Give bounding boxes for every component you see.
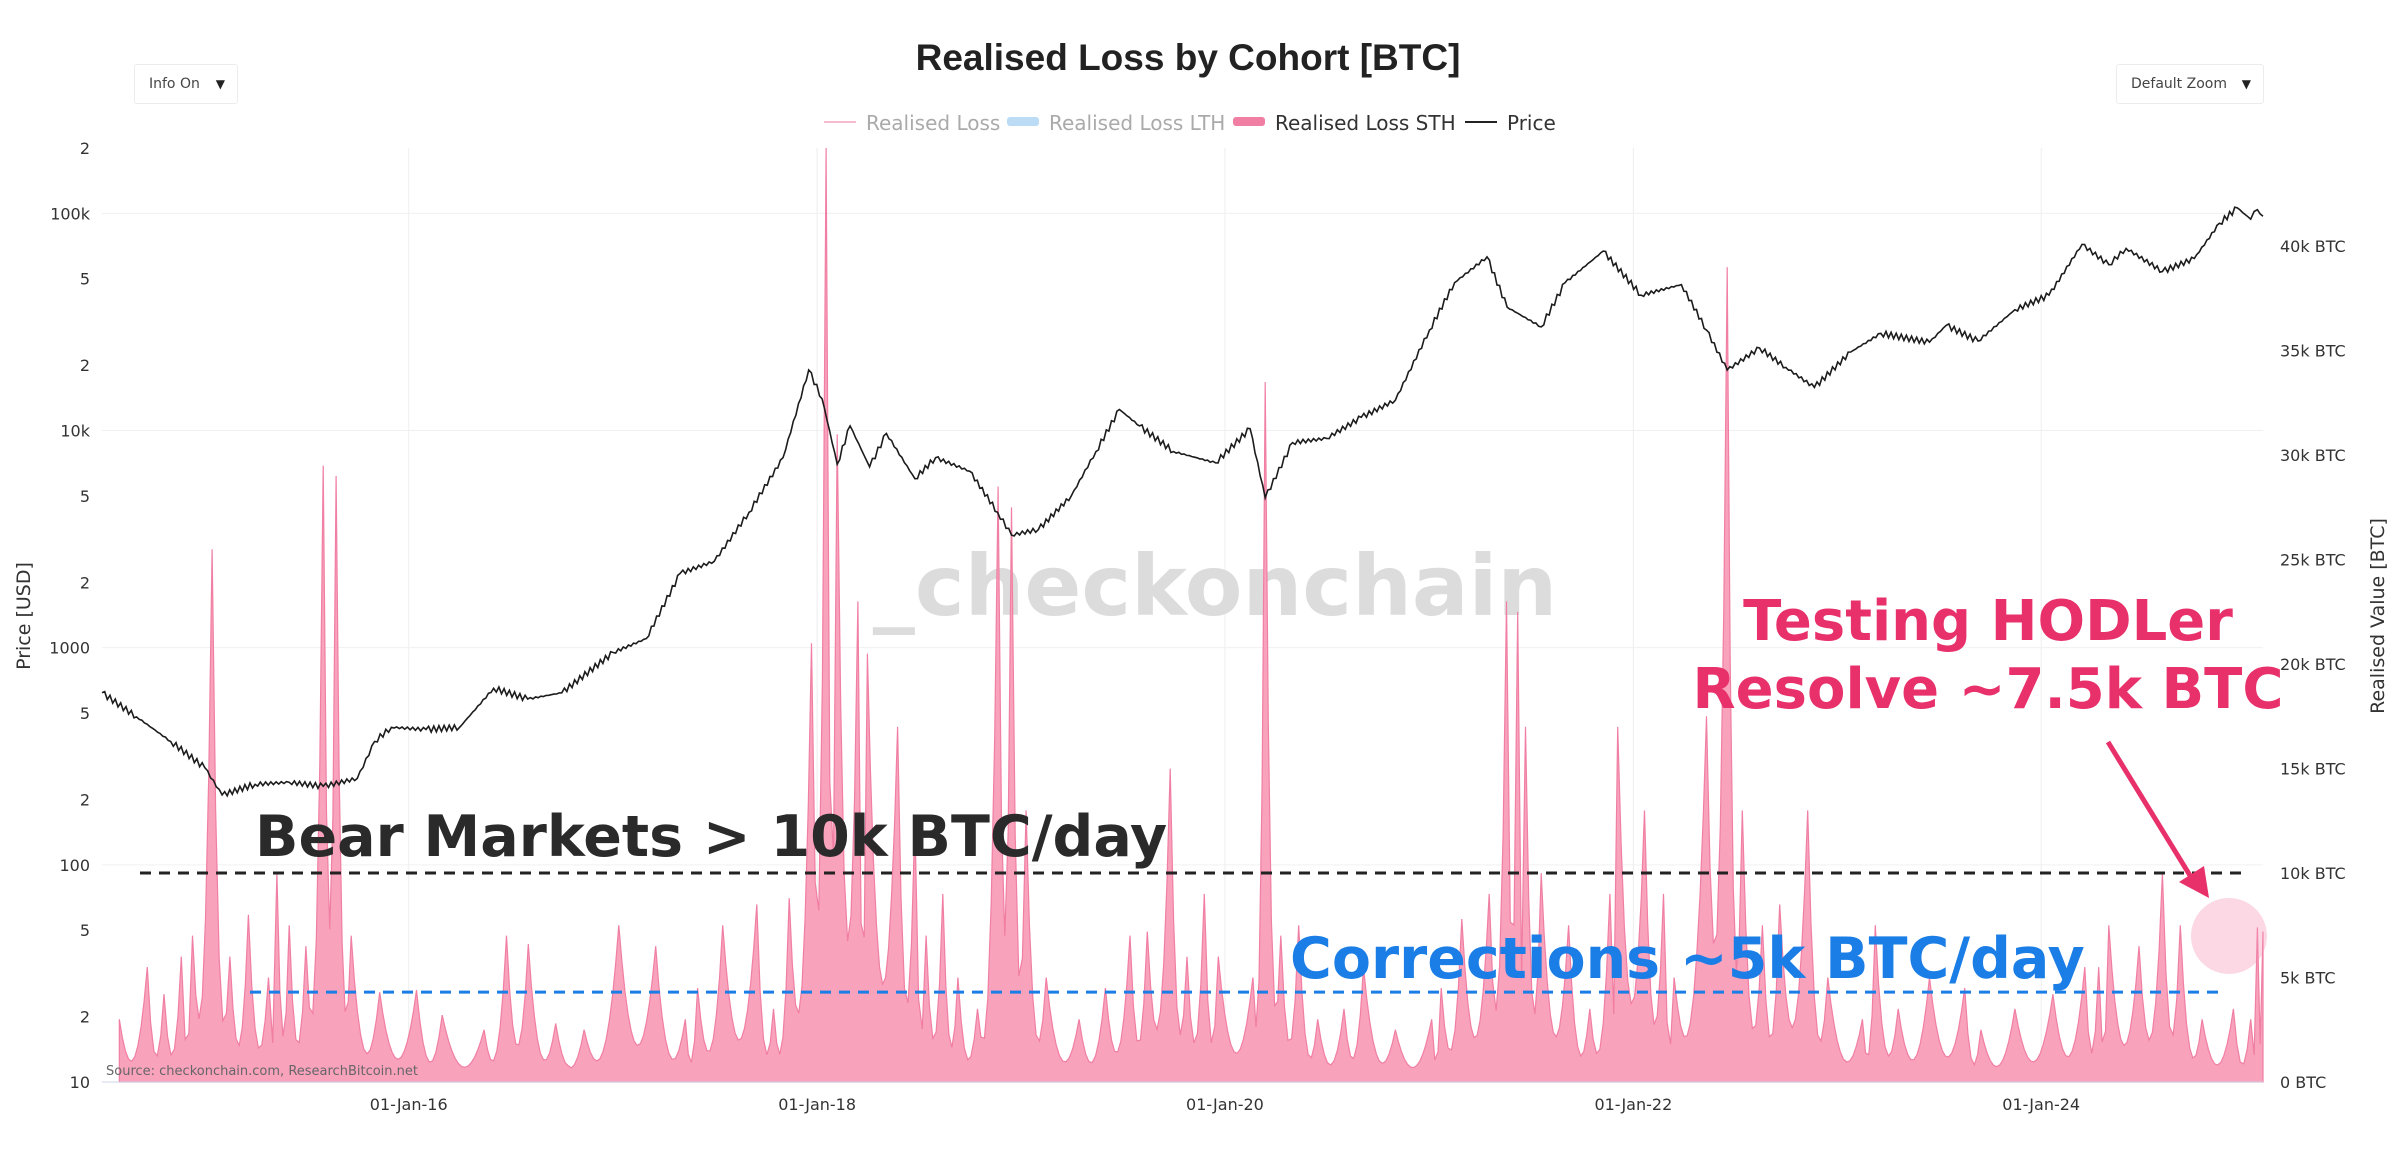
x-tick-label: 01-Jan-16 [370,1095,448,1114]
y-left-tick-label: 5 [80,487,90,506]
highlight-marker [2191,898,2267,974]
sth-loss-series [118,147,2264,1083]
y-right-tick-label: 20k BTC [2280,655,2346,674]
reference-lines [140,871,2245,994]
annotation-arrow-head [2179,866,2209,898]
info-toggle-label: Info On [149,76,200,92]
y-right-tick-label: 40k BTC [2280,237,2346,256]
zoom-label: Default Zoom [2131,76,2227,92]
watermark: _checkonchain [873,537,1557,635]
x-tick-label: 01-Jan-20 [1186,1095,1264,1114]
x-tick-label: 01-Jan-18 [778,1095,856,1114]
y-right-tick-label: 30k BTC [2280,446,2346,465]
annotation-arrow-shaft [2105,740,2197,884]
chart-title: Realised Loss by Cohort [BTC] [916,37,1461,78]
chevron-down-icon: ▼ [2241,77,2251,91]
resolve-annotation: Resolve ~7.5k BTC [1693,657,2284,722]
bear-markets-annotation: Bear Markets > 10k BTC/day [255,804,1167,870]
x-tick-label: 01-Jan-22 [1594,1095,1672,1114]
y-left-tick-label: 2 [80,356,90,375]
y-left-tick-label: 2 [80,1008,90,1027]
y-right-tick-label: 10k BTC [2280,864,2346,883]
y-left-tick-label: 5 [80,921,90,940]
source-note: Source: checkonchain.com, ResearchBitcoi… [106,1064,418,1079]
corrections-annotation: Corrections ~5k BTC/day [1290,926,2085,992]
y-right-tick-label: 5k BTC [2280,969,2336,988]
y-left-tick-label: 10k [60,422,90,441]
y-right-axis-title: Realised Value [BTC] [2367,518,2389,714]
y-right-tick-label: 35k BTC [2280,342,2346,361]
y-right-tick-label: 15k BTC [2280,760,2346,779]
y-left-axis-title: Price [USD] [13,562,35,670]
y-right-tick-label: 0 BTC [2280,1073,2326,1092]
legend-label: Realised Loss LTH [1049,111,1225,135]
legend-swatch [1233,117,1265,126]
price-line [101,206,2264,798]
y-left-tick-label: 5 [80,704,90,723]
y-left-tick-label: 2 [80,139,90,158]
y-right-tick-label: 25k BTC [2280,551,2346,570]
testing-hodler-annotation: Testing HODLer [1743,589,2233,654]
y-left-tick-label: 1000 [49,639,90,658]
y-left-tick-label: 2 [80,790,90,809]
chevron-down-icon: ▼ [215,77,225,91]
axes: 01-Jan-16 01-Jan-18 01-Jan-20 01-Jan-22 01-J… [49,139,2345,1114]
zoom-dropdown[interactable]: Default Zoom ▼ [2116,64,2264,104]
info-toggle-dropdown[interactable]: Info On ▼ [134,64,238,104]
y-left-tick-label: 100k [50,204,91,223]
legend-label: Realised Loss STH [1275,111,1456,135]
legend-swatch [1007,117,1039,126]
y-left-tick-label: 2 [80,573,90,592]
y-left-tick-label: 10 [70,1073,90,1092]
legend-label: Price [1507,111,1556,135]
price-series [101,206,2264,798]
sth-loss-area [118,147,2264,1083]
latest-value-highlight [2191,898,2267,974]
y-left-tick-label: 5 [80,270,90,289]
legend: Realised Loss Realised Loss LTH Realised L… [824,111,1556,135]
legend-label: Realised Loss [866,111,1000,135]
x-tick-label: 01-Jan-24 [2002,1095,2080,1114]
y-left-tick-label: 100 [59,856,90,875]
